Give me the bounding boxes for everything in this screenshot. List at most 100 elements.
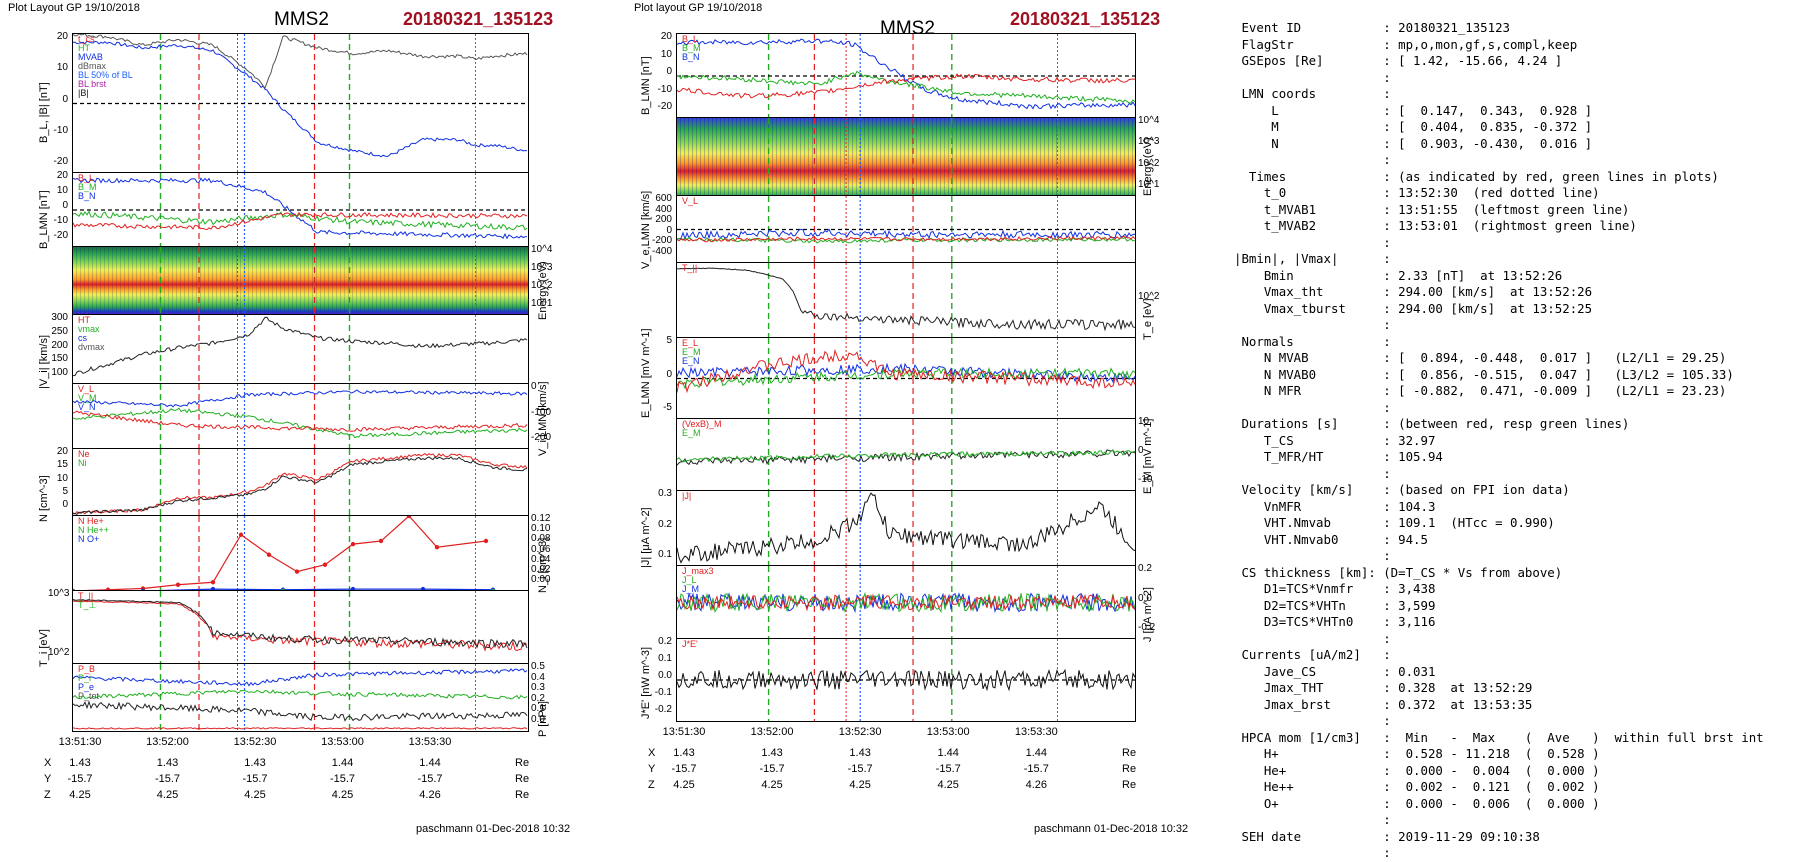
middle-panel-8-plot <box>677 639 1135 721</box>
middle-coord-x: 1.44 <box>1025 747 1047 759</box>
middle-legend-item: E_N <box>682 356 700 366</box>
left-panel-8-ytick-right: 0.2 <box>531 692 545 704</box>
middle-panel-4-legend: E_L E_M E_N <box>682 339 701 366</box>
middle-time-label: 13:51:30 <box>662 726 706 738</box>
middle-series-v-l <box>677 228 1135 241</box>
middle-coord-z: 4.26 <box>1025 779 1047 791</box>
data-point <box>483 538 489 544</box>
middle-coord-axis-label: Y <box>648 763 656 775</box>
info-line: : <box>1234 845 1391 860</box>
data-point <box>350 541 356 547</box>
left-series-v-m <box>73 407 528 439</box>
left-panel-7-legend: T_|| T_⊥ <box>78 592 96 610</box>
left-coord-y: -15.7 <box>242 773 268 785</box>
left-panel-8-ytick-right: 0.1 <box>531 703 545 715</box>
middle-coord-y: -15.7 <box>1023 763 1049 775</box>
left-coord-x: 1.43 <box>156 757 179 769</box>
info-line: Times : (as indicated by red, green line… <box>1234 168 1719 184</box>
middle-series-j-n <box>677 593 1135 612</box>
middle-panel-4-ylabel: E_LMN [mV m^-1] <box>640 327 652 418</box>
middle-coord-unit: Re <box>1122 747 1137 759</box>
middle-panel-4 <box>676 337 1136 420</box>
left-panel-8-ytick-right: 0.3 <box>531 682 545 694</box>
left-panel-5-ytick: 15 <box>56 459 68 471</box>
left-legend-item: vmax <box>78 324 100 334</box>
middle-legend-item: J_max3 <box>682 566 714 576</box>
left-coord-x: 1.43 <box>244 757 266 769</box>
left-coord-z: 4.26 <box>419 789 441 801</box>
middle-time-label: 13:52:30 <box>838 726 882 738</box>
middle-legend-item: B_N <box>682 52 700 62</box>
left-legend-item: V_M <box>78 393 97 403</box>
info-line: : <box>1234 812 1391 827</box>
left-coord-unit: Re <box>515 789 530 801</box>
middle-series-j-m <box>677 591 1135 613</box>
middle-panel-0-ylabel: B_LMN [nT] <box>640 56 652 115</box>
middle-coord-axis-label: X <box>648 747 656 759</box>
middle-panel-7-ytick-right: 0.0 <box>1138 592 1152 604</box>
info-line: VnMFR : 104.3 <box>1234 498 1436 514</box>
middle-panel-0-legend: B_L B_M B_N <box>682 35 701 62</box>
left-panel-1-ytick: -20 <box>53 230 68 241</box>
middle-coord-y: -15.7 <box>671 763 697 775</box>
info-line: t_MVAB2 : 13:53:01 (rightmost green line… <box>1234 218 1637 233</box>
info-line: GSEpos [Re] : [ 1.42, -15.66, 4.24 ] <box>1234 53 1563 68</box>
left-legend-item: B_L <box>78 173 95 183</box>
left-panel-6-ytick-right: 0.10 <box>531 523 551 535</box>
data-point <box>434 545 440 550</box>
middle-legend-item: |J| <box>682 491 692 501</box>
middle-panel-8 <box>676 638 1136 722</box>
left-panel-4 <box>72 383 529 450</box>
middle-time-label: 13:52:00 <box>750 726 794 738</box>
left-coord-unit: Re <box>515 773 530 785</box>
left-legend-item: dBmax <box>78 61 107 71</box>
left-footer: paschmann 01-Dec-2018 10:32 <box>416 823 571 835</box>
middle-panel-1-ytick-right: 10^1 <box>1138 179 1160 190</box>
info-line: Vmax_tht : 294.00 [km/s] at 13:52:26 <box>1234 284 1593 299</box>
middle-panel-5-plot <box>677 419 1135 491</box>
left-panel-5-ytick: 0 <box>62 499 68 510</box>
left-panel-6-ytick-right: 0.08 <box>531 533 551 545</box>
left-legend-item: P_B <box>78 664 96 674</box>
left-coord-x: 1.44 <box>419 757 441 769</box>
middle-panel-8-ytick: 0.0 <box>658 670 672 681</box>
middle-panel-8-legend: J*E' <box>682 640 698 649</box>
left-panel-7-ytick: 10^2 <box>48 647 70 658</box>
left-panel-8-plot <box>73 664 528 731</box>
left-coord-x: 1.44 <box>331 757 354 769</box>
left-coord-y: -15.7 <box>154 773 181 785</box>
info-line: Event ID : 20180321_135123 <box>1234 20 1511 35</box>
left-coord-z: 4.25 <box>156 789 179 801</box>
left-panel-0 <box>72 33 529 174</box>
info-line: H+ : 0.528 - 11.218 ( 0.528 ) <box>1234 746 1600 761</box>
middle-coord-x: 1.43 <box>761 747 783 759</box>
middle-panel-3 <box>676 262 1136 339</box>
middle-panel-1-plot <box>767 118 1058 196</box>
left-panel-6-ytick-right: 0.00 <box>531 574 551 585</box>
info-line: O+ : 0.000 - 0.006 ( 0.000 ) <box>1234 795 1600 811</box>
left-panel-0-legend: t_cs HT MVAB dBmax BL 50% of BL BL brst |B| <box>78 35 133 98</box>
left-coord-axis-label: X <box>44 757 52 769</box>
left-panel-8-legend: P_B P_i P_e P_tot <box>78 665 99 701</box>
info-line: t_MVAB1 : 13:51:55 (leftmost green line) <box>1234 201 1630 217</box>
middle-panel-8-ylabel: J*E' [nW m^-3] <box>640 646 652 719</box>
info-line: HPCA mom [1/cm3] : Min - Max ( Ave ) wit… <box>1234 729 1764 745</box>
middle-panel-6-legend: |J| <box>682 492 691 501</box>
middle-panel-5-ytick-right: -10 <box>1138 474 1153 485</box>
middle-panel-2 <box>676 195 1136 264</box>
middle-spectrogram <box>677 118 1135 196</box>
left-series-p-e <box>73 727 528 730</box>
info-line: : <box>1234 152 1391 167</box>
middle-panel-0-ytick: 20 <box>660 31 672 42</box>
left-panel-6 <box>72 515 529 592</box>
middle-panel-1 <box>676 117 1136 197</box>
middle-panel-6-ylabel: |J| [μA m^-2] <box>640 506 652 568</box>
info-line: He++ : 0.002 - 0.121 ( 0.002 ) <box>1234 779 1600 794</box>
middle-coord-y: -15.7 <box>847 763 873 775</box>
left-panel-1-legend: B_L B_M B_N <box>78 174 97 201</box>
middle-panel-8-ytick: 0.2 <box>658 636 672 647</box>
info-line: LMN coords : <box>1234 86 1391 101</box>
data-point <box>294 569 300 574</box>
middle-time-label: 13:53:30 <box>1014 726 1058 738</box>
left-legend-item: P_tot <box>78 691 100 701</box>
